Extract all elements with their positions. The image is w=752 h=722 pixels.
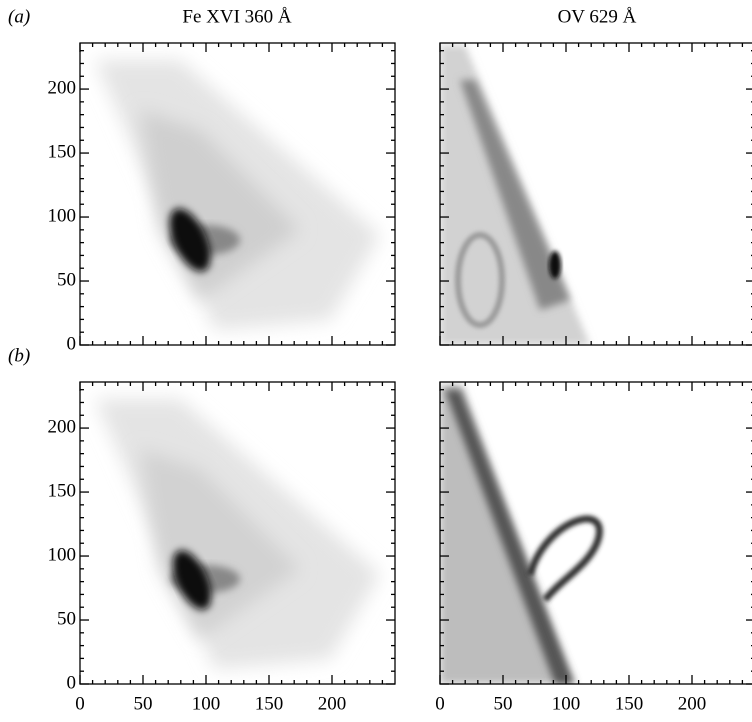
fe-image-b (95, 399, 380, 669)
y-tick-label: 200 (48, 77, 77, 98)
panel-label: (a) (8, 6, 30, 27)
x-tick-label: 50 (134, 693, 153, 714)
panel-title: OV 629 Å (558, 6, 637, 27)
x-tick-label: 200 (678, 693, 707, 714)
y-tick-label: 0 (67, 333, 77, 354)
x-tick-label: 50 (494, 693, 513, 714)
y-tick-label: 50 (57, 269, 76, 290)
plot-frame (439, 381, 752, 685)
y-tick-label: 100 (48, 544, 77, 565)
plot-frame (79, 381, 396, 685)
x-tick-label: 150 (255, 693, 284, 714)
y-tick-label: 0 (67, 672, 77, 693)
plot-frame (439, 42, 752, 346)
x-tick-label: 150 (615, 693, 644, 714)
plot-frame (79, 42, 396, 346)
x-tick-label: 200 (318, 693, 347, 714)
panel-title: Fe XVI 360 Å (182, 6, 292, 27)
y-tick-label: 150 (48, 480, 77, 501)
y-tick-label: 200 (48, 416, 77, 437)
x-tick-label: 100 (192, 693, 221, 714)
x-tick-label: 0 (435, 693, 445, 714)
fe-image-a (95, 60, 380, 330)
ov-image-a (440, 45, 590, 345)
y-tick-label: 150 (48, 141, 77, 162)
panel-label: (b) (8, 345, 30, 366)
x-tick-label: 100 (552, 693, 581, 714)
ov-image-b (440, 385, 603, 684)
x-tick-label: 0 (75, 693, 85, 714)
y-tick-label: 50 (57, 608, 76, 629)
y-tick-label: 100 (48, 205, 77, 226)
